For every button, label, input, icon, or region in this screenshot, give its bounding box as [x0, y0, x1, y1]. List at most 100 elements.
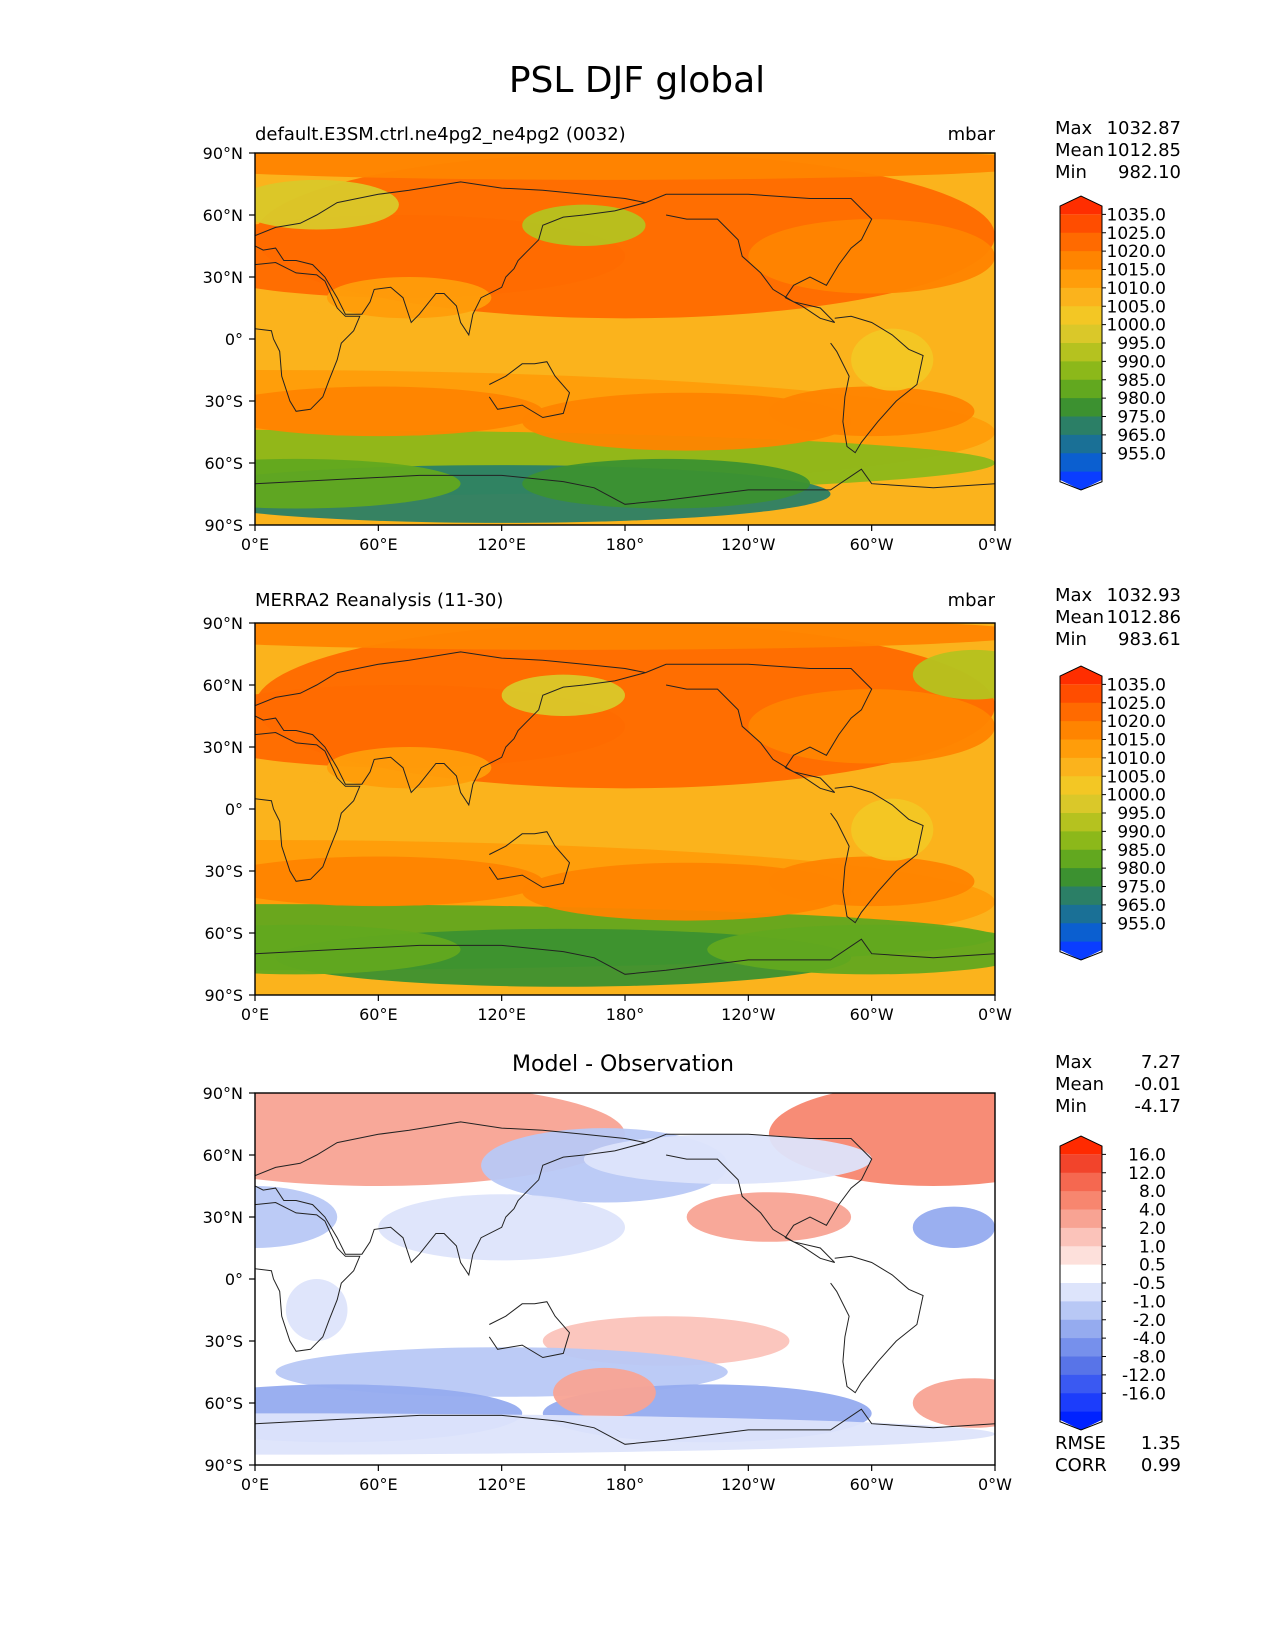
- panel-reference-units: mbar: [948, 590, 996, 611]
- colorbar-segment: [1060, 1154, 1102, 1174]
- colorbar-extend-top: [1060, 196, 1102, 215]
- x-tick-label: 60°W: [850, 535, 894, 554]
- colorbar-outline: [1059, 665, 1103, 961]
- colorbar-label: -12.0: [1122, 1366, 1166, 1386]
- stat-mean-label: Mean: [1055, 1074, 1104, 1095]
- colorbar-label: -8.0: [1133, 1348, 1166, 1368]
- x-tick-label: 60°W: [850, 1475, 894, 1494]
- colorbar-segment: [1060, 453, 1102, 473]
- contour-region: [851, 328, 934, 391]
- coastline: [830, 315, 924, 454]
- panel-reference-left-title: MERRA2 Reanalysis (11-30): [255, 590, 503, 611]
- colorbar-segment: [1060, 868, 1102, 887]
- colorbar-segment: [1060, 306, 1102, 326]
- y-tick-label: 90°S: [204, 1456, 243, 1475]
- contour-region: [255, 623, 995, 650]
- colorbar-label: 955.0: [1117, 444, 1166, 464]
- contour-region: [255, 1413, 995, 1455]
- y-tick-label: 90°N: [203, 1084, 243, 1103]
- colorbar-extend-bottom: [1060, 941, 1102, 960]
- contour-region: [285, 1279, 348, 1341]
- colorbar-outline: [1059, 195, 1103, 491]
- colorbar-segment: [1060, 343, 1102, 362]
- y-tick-label: 0°: [225, 800, 243, 819]
- contour-region: [522, 862, 852, 921]
- coastline: [488, 361, 571, 419]
- stat-min-label: Min: [1055, 1096, 1087, 1117]
- figure-title: PSL DJF global: [509, 60, 765, 101]
- colorbar-label: 980.0: [1117, 389, 1166, 409]
- colorbar-label: 975.0: [1117, 878, 1166, 898]
- y-tick-label: 90°N: [203, 614, 243, 633]
- colorbar-label: 1010.0: [1107, 749, 1166, 769]
- colorbar-label: 975.0: [1117, 408, 1166, 428]
- colorbar-segment: [1060, 849, 1102, 869]
- colorbar-segment: [1060, 739, 1102, 759]
- x-tick-label: 120°W: [721, 1475, 776, 1494]
- y-tick-label: 90°S: [204, 516, 243, 535]
- stat-min-value: 982.10: [1118, 162, 1181, 183]
- y-tick-label: 30°N: [203, 268, 243, 287]
- colorbar-label: 1005.0: [1107, 297, 1166, 317]
- stats-test: Max 1032.87 Mean 1012.85 Min 982.10: [1055, 118, 1181, 183]
- colorbar-label: -2.0: [1133, 1311, 1166, 1331]
- colorbar-segment: [1060, 1264, 1102, 1284]
- colorbar-label: 1020.0: [1107, 242, 1166, 262]
- stat-mean-value: 1012.86: [1107, 607, 1181, 628]
- y-tick-label: 60°N: [203, 1146, 243, 1165]
- x-tick-label: 0°E: [241, 1005, 269, 1024]
- colorbar-label: 990.0: [1117, 822, 1166, 842]
- metric-rmse-value: 1.35: [1141, 1433, 1181, 1454]
- colorbar-segment: [1060, 831, 1102, 851]
- stat-mean-label: Mean: [1055, 607, 1104, 628]
- coastline: [645, 193, 873, 323]
- colorbar-segment: [1060, 1191, 1102, 1210]
- colorbar-segment: [1060, 398, 1102, 417]
- contour-region: [522, 392, 852, 451]
- contour-region: [255, 778, 338, 840]
- panel-diff: Model - Observation 0°E 60°E 120°E 180° 120°…: [203, 1052, 1181, 1494]
- stat-max-value: 1032.87: [1107, 118, 1181, 139]
- colorbar-segment: [1060, 287, 1102, 307]
- x-tick-label: 180°: [606, 535, 645, 554]
- map-field: [255, 623, 995, 995]
- y-tick-label: 30°S: [204, 1332, 243, 1351]
- colorbar-segment: [1060, 1172, 1102, 1192]
- stats-diff: Max 7.27 Mean -0.01 Min -4.17: [1055, 1052, 1181, 1117]
- colorbar-label: 1035.0: [1107, 675, 1166, 695]
- colorbar-label: 1015.0: [1107, 731, 1166, 751]
- coastline: [830, 785, 924, 924]
- colorbar-label: 1000.0: [1107, 316, 1166, 336]
- colorbar-segment: [1060, 1246, 1102, 1266]
- colorbar-segment: [1060, 1356, 1102, 1376]
- x-tick-label: 0°W: [978, 1475, 1012, 1494]
- colorbar-segment: [1060, 886, 1102, 906]
- x-tick-label: 0°W: [978, 1005, 1012, 1024]
- panel-diff-title: Model - Observation: [512, 1052, 734, 1077]
- stat-min-label: Min: [1055, 629, 1087, 650]
- colorbar-extend-top: [1060, 1136, 1102, 1155]
- stats-reference: Max 1032.93 Mean 1012.86 Min 983.61: [1055, 585, 1181, 650]
- colorbar-label: 1025.0: [1107, 224, 1166, 244]
- colorbar-label: 4.0: [1139, 1201, 1166, 1221]
- stat-max-label: Max: [1055, 118, 1093, 139]
- colorbar-segment: [1060, 923, 1102, 943]
- x-tick-label: 120°W: [721, 1005, 776, 1024]
- colorbar-extend-bottom: [1060, 1411, 1102, 1430]
- colorbar-label: 985.0: [1117, 841, 1166, 861]
- colorbar-label: 1000.0: [1107, 786, 1166, 806]
- colorbar-segment: [1060, 324, 1102, 344]
- colorbar-label: 990.0: [1117, 352, 1166, 372]
- y-tick-label: 0°: [225, 1270, 243, 1289]
- colorbar-reference: 1035.01025.01020.01015.01010.01005.01000…: [1059, 665, 1166, 961]
- map-field: [255, 1093, 995, 1465]
- colorbar-segment: [1060, 379, 1102, 399]
- stat-mean-value: -0.01: [1134, 1074, 1181, 1095]
- x-tick-label: 60°E: [359, 535, 397, 554]
- y-tick-label: 30°S: [204, 392, 243, 411]
- map-reference: [254, 622, 996, 996]
- ticks-test: 0°E 60°E 120°E 180° 120°W 60°W 0°W 90°N 60°N 30°N…: [203, 144, 1013, 554]
- panel-reference: MERRA2 Reanalysis (11-30) mbar 0°E 60°E 12…: [203, 585, 1181, 1024]
- coastline: [255, 181, 646, 337]
- colorbar-segment: [1060, 361, 1102, 381]
